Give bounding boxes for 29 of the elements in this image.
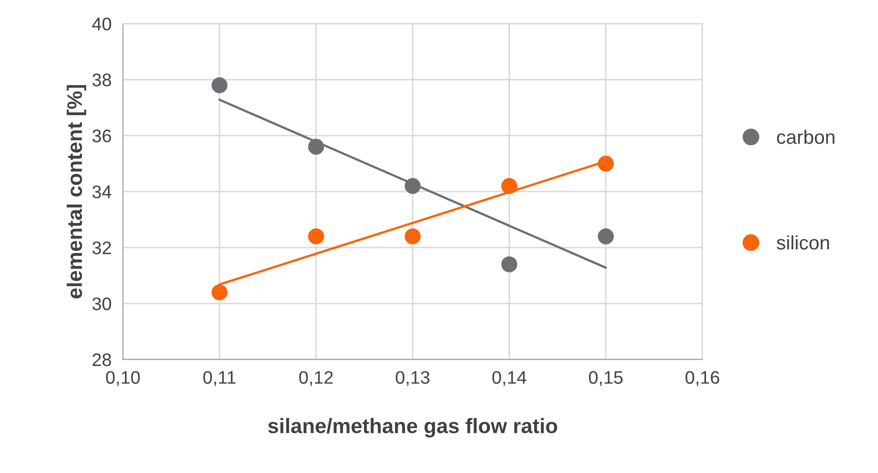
x-tick-label: 0,14 <box>492 371 526 386</box>
legend-label: silicon <box>776 235 829 250</box>
point <box>598 228 614 244</box>
x-tick-label: 0,16 <box>686 371 720 386</box>
line-series <box>218 98 607 269</box>
point <box>212 284 228 300</box>
y-axis-title: elemental content [%] <box>66 85 86 298</box>
y-tick-label: 36 <box>92 130 112 142</box>
point <box>212 77 228 94</box>
x-tick-label: 0,12 <box>299 371 333 386</box>
point <box>404 228 421 244</box>
point <box>501 256 518 272</box>
x-tick-label: 0,11 <box>203 371 236 386</box>
y-tick-label: 28 <box>92 353 112 366</box>
y-tick-label: 30 <box>92 297 112 310</box>
point <box>404 178 421 194</box>
y-tick-label: 40 <box>92 18 112 30</box>
point <box>598 156 614 172</box>
legend-label: carbon <box>777 130 834 144</box>
x-tick-label: 0,10 <box>106 371 140 386</box>
point <box>308 138 324 155</box>
x-tick-label: 0,15 <box>588 371 623 386</box>
point <box>308 228 324 244</box>
point <box>501 178 518 194</box>
y-tick-label: 32 <box>92 241 111 254</box>
x-axis-title: silane/methane gas flow ratio <box>268 418 558 438</box>
x-tick-label: 0,13 <box>396 371 430 386</box>
y-tick-label: 34 <box>92 186 112 198</box>
y-tick-label: 38 <box>92 74 112 86</box>
